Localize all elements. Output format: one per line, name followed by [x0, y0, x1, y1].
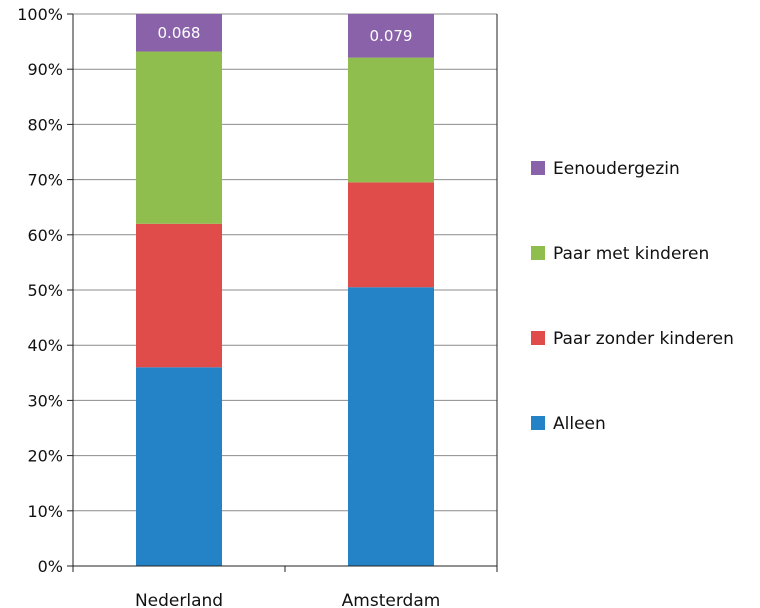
- legend-label: Eenoudergezin: [553, 159, 680, 179]
- axes: 0% 10% 20% 30% 40% 50% 60% 70% 80% 90% 100% Nederla…: [17, 5, 498, 608]
- bar-segment: [136, 14, 222, 52]
- x-category-label: Amsterdam: [342, 591, 441, 608]
- bar-segment: [348, 287, 434, 566]
- bars: [136, 14, 434, 566]
- data-labels: 0.068 0.079: [158, 24, 413, 45]
- x-category-label: Nederland: [135, 591, 223, 608]
- data-label: 0.068: [158, 24, 201, 42]
- legend-swatch: [531, 416, 545, 430]
- legend-swatch: [531, 246, 545, 260]
- y-tick-label: 10%: [27, 502, 63, 521]
- y-tick-label: 20%: [27, 447, 63, 466]
- y-tick-label: 50%: [27, 281, 63, 300]
- legend-label: Alleen: [553, 414, 606, 434]
- bar-segment: [136, 367, 222, 566]
- y-tick-label: 0%: [38, 557, 63, 576]
- bar-segment: [136, 223, 222, 368]
- y-tick-label: 40%: [27, 336, 63, 355]
- legend-label: Paar zonder kinderen: [553, 329, 734, 349]
- bar-segment: [348, 57, 434, 183]
- legend-swatch: [531, 161, 545, 175]
- legend-swatch: [531, 331, 545, 345]
- legend: Eenoudergezin Paar met kinderen Paar zonde…: [531, 159, 734, 434]
- y-tick-label: 60%: [27, 226, 63, 245]
- bar-segment: [348, 14, 434, 58]
- y-tick-label: 30%: [27, 391, 63, 410]
- y-tick-label: 70%: [27, 171, 63, 190]
- bar-segment: [136, 51, 222, 224]
- legend-label: Paar met kinderen: [553, 244, 709, 264]
- bar-segment: [348, 182, 434, 288]
- data-label: 0.079: [370, 27, 413, 45]
- y-tick-label: 80%: [27, 115, 63, 134]
- y-tick-label: 90%: [27, 60, 63, 79]
- y-tick-label: 100%: [17, 5, 63, 24]
